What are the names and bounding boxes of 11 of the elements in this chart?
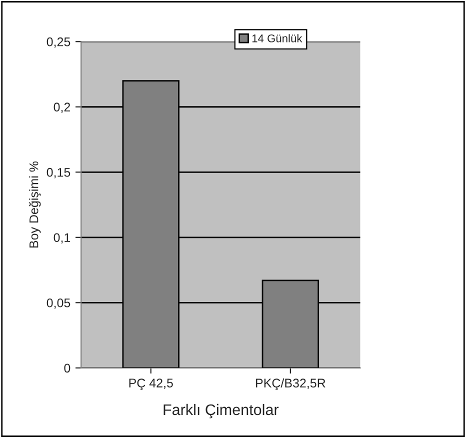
y-tick-label: 0,25 [46, 37, 70, 48]
y-tick-label: 0,05 [46, 298, 70, 309]
y-axis-title: Boy Değişimi % [28, 161, 41, 248]
x-tick-label: PÇ 42,5 [129, 378, 173, 390]
y-tick-label: 0 [64, 364, 70, 373]
y-tick-label: 0,2 [54, 102, 70, 113]
y-tick-label: 0,15 [46, 168, 70, 178]
x-tick-label: PKÇ/B32,5R [256, 378, 326, 390]
y-tick-label: 0,1 [54, 233, 70, 244]
legend-label: 14 Günlük [252, 34, 302, 42]
x-axis-title: Farklı Çimentolar [164, 404, 279, 418]
